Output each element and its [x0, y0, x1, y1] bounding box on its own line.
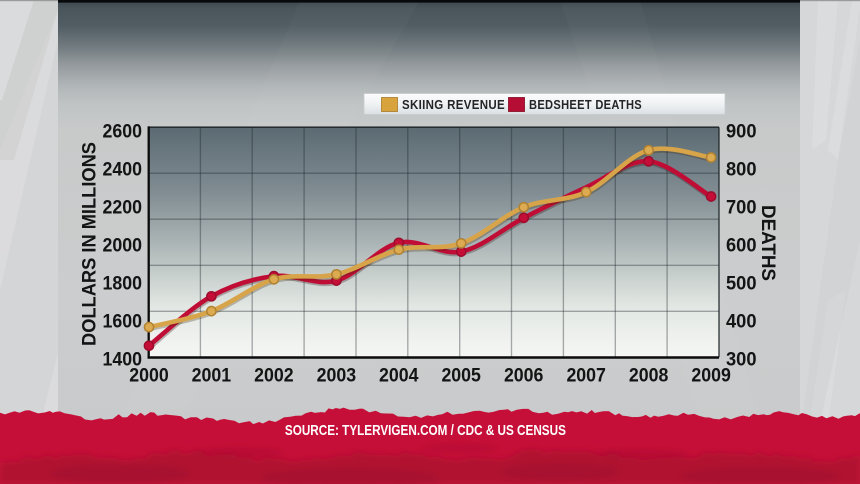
svg-text:2009: 2009: [691, 365, 731, 387]
svg-text:2003: 2003: [317, 365, 357, 387]
svg-text:1400: 1400: [103, 349, 143, 371]
svg-text:2400: 2400: [103, 158, 143, 180]
svg-text:2005: 2005: [441, 365, 481, 387]
svg-text:2000: 2000: [103, 234, 143, 256]
svg-text:1800: 1800: [103, 273, 143, 295]
svg-text:900: 900: [726, 120, 757, 142]
svg-text:300: 300: [726, 349, 757, 371]
svg-text:2008: 2008: [629, 365, 669, 387]
svg-text:400: 400: [726, 311, 757, 333]
svg-text:2001: 2001: [192, 365, 232, 387]
svg-text:BEDSHEET DEATHS: BEDSHEET DEATHS: [529, 98, 642, 112]
svg-text:2200: 2200: [103, 196, 143, 218]
svg-text:2002: 2002: [254, 365, 294, 387]
svg-text:2006: 2006: [504, 365, 544, 387]
svg-text:2600: 2600: [103, 120, 143, 142]
svg-text:1600: 1600: [103, 311, 143, 333]
svg-text:DOLLARS IN MILLIONS: DOLLARS IN MILLIONS: [79, 142, 101, 346]
svg-text:700: 700: [726, 196, 757, 218]
svg-text:500: 500: [726, 273, 757, 295]
svg-text:DEATHS: DEATHS: [757, 205, 779, 281]
svg-text:2007: 2007: [566, 365, 606, 387]
svg-text:2000: 2000: [129, 365, 169, 387]
svg-text:SKIING REVENUE: SKIING REVENUE: [402, 98, 505, 112]
svg-text:800: 800: [726, 158, 757, 180]
svg-text:SOURCE: TYLERVIGEN.COM / CDC &: SOURCE: TYLERVIGEN.COM / CDC & US CENSUS: [285, 422, 566, 439]
svg-text:2004: 2004: [379, 365, 419, 387]
svg-text:600: 600: [726, 234, 757, 256]
